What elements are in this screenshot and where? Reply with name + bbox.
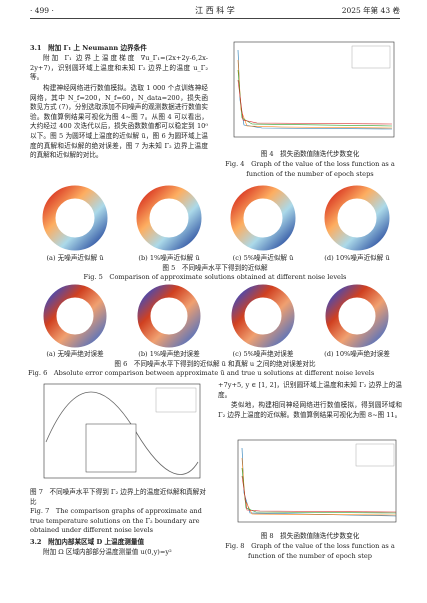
loss-plot [233,41,395,138]
subfig-label: (b) 1%噪声近似解 ũ [138,254,200,262]
caption-en: Fig. 6 Absolute error comparison between… [28,369,375,377]
caption-en: Fig. 4 Graph of the value of the loss fu… [225,160,395,178]
caption-cn: 图 6 不同噪声水平下得到的近似解 ũ 和真解 u 之间的绝对误差对比 [114,360,316,368]
page-number: · 499 · [30,6,54,15]
ring-row [43,284,389,348]
boundary-plot [43,383,201,479]
loss-plot [237,439,397,523]
paragraph: 附加 Ω 区域内部部分温度测量值 u(0,y)=y² [43,548,172,556]
caption-cn: 图 5 不同噪声水平下得到的近似解 [162,264,268,272]
subfig-label: (d) 10%噪声近似解 ũ [324,254,390,262]
subfig-label: (c) 5%噪声绝对误差 [232,350,294,358]
journal: 江 西 科 学 [195,6,235,15]
ring-row [42,185,390,251]
caption-en: Fig. 5 Comparison of approximate solutio… [83,273,347,281]
issue: 2025 年第 43 卷 [341,6,400,15]
caption-cn: 图 4 损失函数值随迭代步数变化 [260,150,360,158]
section-title: 3.2 附加内部某区域 D 上温度测量值 [30,538,145,546]
subfig-label: (a) 无噪声近似解 ũ [46,254,104,262]
caption-en: Fig. 7 The comparison graphs of approxim… [30,507,202,535]
caption-cn: 图 8 损失函数值随迭代步数变化 [260,532,360,540]
subfig-label: (c) 5%噪声近似解 ũ [232,254,294,262]
paragraph: 构建神经网络进行数值模拟。选取 1 000 个点训练神经网络，其中 N_f=20… [30,84,208,160]
section-title: 3.1 附加 Γ₁ 上 Neumann 边界条件 [30,44,147,52]
paragraph: +7y+5, y ∈ [1, 2]，识别圆环域上温度和未知 Γ₂ 边界上的温度。 [218,381,402,399]
caption-cn: 图 7 不同噪声水平下得到 Γ₂ 边界上的温度近似解和真解对比 [30,488,206,506]
subfig-label: (d) 10%噪声绝对误差 [324,350,390,358]
paragraph: 类似地，构建相同神经网络进行数值模拟，得到圆环域和 Γ₂ 边界上温度的近似解。数… [218,401,402,419]
subfig-label: (a) 无噪声绝对误差 [46,350,104,358]
paragraph: 附加 Γ₁ 边界上温度梯度 ∇u_Γ₁=(2x+2y-6,2x-2y+7)，识别… [30,54,208,82]
caption-en: Fig. 8 Graph of the value of the loss fu… [225,542,395,560]
header-rule [30,18,400,19]
subfig-label: (b) 1%噪声绝对误差 [138,350,200,358]
